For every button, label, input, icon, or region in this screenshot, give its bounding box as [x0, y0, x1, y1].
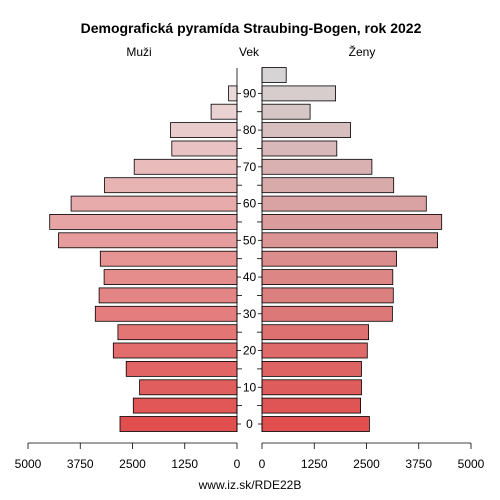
- bar-muzi-17: [210, 103, 238, 120]
- bar-zeny-3: [261, 360, 362, 377]
- bar-muzi-1: [132, 397, 238, 414]
- footer-source: www.iz.sk/RDE22B: [198, 478, 302, 492]
- bar-muzi-0: [119, 416, 238, 432]
- left-series-label: Muži: [126, 45, 151, 59]
- bar-zeny-10: [261, 232, 439, 249]
- age-tick-label: 80: [243, 123, 257, 137]
- x-tick-label-muzi: 5000: [15, 457, 42, 471]
- age-tick-label: 30: [243, 307, 257, 321]
- age-tick-label: 70: [243, 160, 257, 174]
- bar-zeny-4: [261, 342, 368, 359]
- bar-zeny-2: [261, 379, 362, 396]
- bar-muzi-14: [133, 158, 238, 175]
- age-tick-label: 10: [243, 380, 257, 394]
- x-tick-label-zeny: 1250: [301, 457, 328, 471]
- bar-muzi-2: [139, 379, 238, 396]
- bar-muzi-3: [125, 360, 238, 377]
- bar-zeny-7: [261, 287, 394, 304]
- x-tick-label-zeny: 2500: [353, 457, 380, 471]
- age-tick-label: 40: [243, 270, 257, 284]
- bar-zeny-16: [261, 122, 351, 138]
- bar-muzi-8: [103, 269, 238, 286]
- bar-zeny-14: [261, 158, 373, 175]
- right-series-label: Ženy: [349, 44, 376, 59]
- bar-zeny-11: [261, 213, 443, 230]
- bar-zeny-19: [261, 67, 287, 83]
- age-tick-label: 90: [243, 86, 257, 100]
- bar-zeny-6: [261, 305, 393, 322]
- bar-muzi-6: [94, 305, 238, 322]
- bar-muzi-10: [58, 232, 238, 249]
- bar-muzi-5: [117, 324, 238, 341]
- bar-zeny-17: [261, 103, 311, 120]
- age-tick-label: 20: [243, 344, 257, 358]
- bar-zeny-0: [261, 416, 370, 432]
- x-tick-label-muzi: 1250: [171, 457, 198, 471]
- x-tick-label-zeny: 3750: [405, 457, 432, 471]
- x-tick-label-muzi: 2500: [119, 457, 146, 471]
- bar-zeny-5: [261, 324, 369, 341]
- bar-muzi-4: [112, 342, 238, 359]
- bar-zeny-18: [261, 85, 336, 102]
- bar-muzi-7: [98, 287, 238, 304]
- bar-muzi-15: [171, 140, 238, 157]
- x-tick-label-zeny: 0: [259, 457, 266, 471]
- bar-zeny-15: [261, 140, 338, 157]
- center-axis-label: Vek: [239, 45, 260, 59]
- bar-zeny-9: [261, 250, 398, 267]
- bar-zeny-8: [261, 269, 394, 286]
- bar-muzi-11: [49, 213, 238, 230]
- bar-muzi-16: [170, 122, 238, 138]
- chart-title: Demografická pyramída Straubing-Bogen, r…: [81, 20, 422, 36]
- bar-muzi-18: [228, 85, 238, 102]
- x-tick-label-zeny: 5000: [458, 457, 485, 471]
- age-tick-label: 60: [243, 197, 257, 211]
- bar-zeny-13: [261, 177, 395, 194]
- bar-zeny-1: [261, 397, 361, 414]
- bar-muzi-9: [99, 250, 238, 267]
- age-tick-label: 0: [246, 417, 253, 431]
- bar-zeny-12: [261, 195, 427, 212]
- age-tick-label: 50: [243, 233, 257, 247]
- x-tick-label-muzi: 0: [234, 457, 241, 471]
- bar-muzi-13: [104, 177, 238, 194]
- x-tick-label-muzi: 3750: [67, 457, 94, 471]
- bar-muzi-12: [70, 195, 238, 212]
